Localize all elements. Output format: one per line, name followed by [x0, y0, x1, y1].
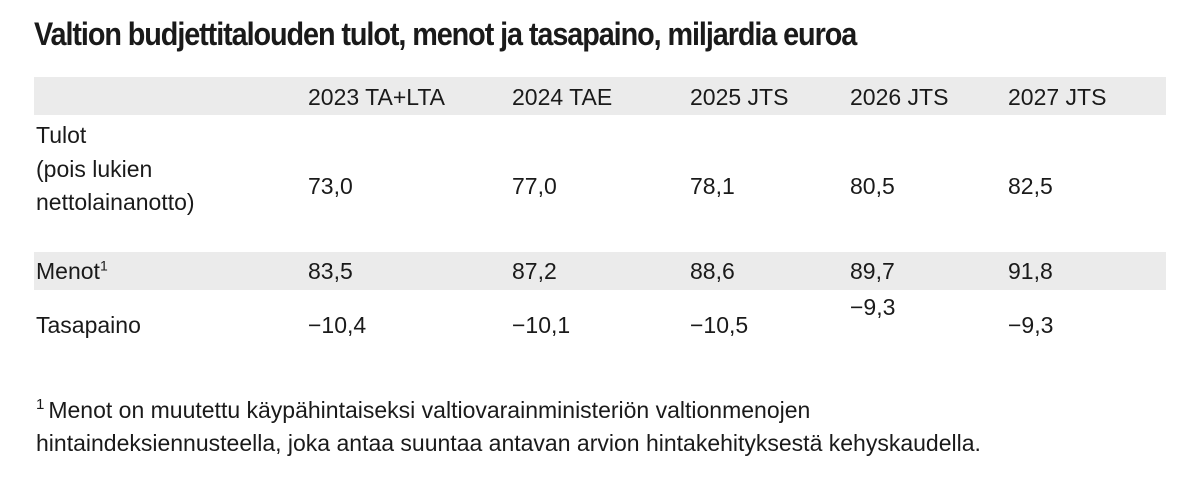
row-label-menot-text: Menot — [36, 258, 100, 284]
column-header-2024: 2024 TAE — [512, 84, 613, 110]
footnote-mark: 1 — [36, 396, 45, 414]
footnote-text-1: Menot on muutettu käypähintaiseksi valti… — [48, 397, 811, 423]
column-header-2025: 2025 JTS — [690, 84, 789, 110]
table-title: Valtion budjettitalouden tulot, menot ja… — [34, 16, 857, 52]
menot-2026: 89,7 — [850, 258, 895, 284]
tulot-2025: 78,1 — [690, 173, 735, 199]
tasapaino-2027: −9,3 — [1008, 312, 1054, 338]
row-label-tasapaino: Tasapaino — [36, 312, 141, 338]
tulot-2027: 82,5 — [1008, 173, 1053, 199]
column-header-2026: 2026 JTS — [850, 84, 949, 110]
tulot-2026: 80,5 — [850, 173, 895, 199]
tulot-2024: 77,0 — [512, 173, 557, 199]
column-header-2027: 2027 JTS — [1008, 84, 1107, 110]
tasapaino-2024: −10,1 — [512, 312, 571, 338]
row-label-tulot-line3: nettolainanotto) — [36, 189, 195, 215]
footnote-line-1: 1 Menot on muutettu käypähintaiseksi valt… — [36, 394, 1176, 427]
tulot-2023: 73,0 — [308, 173, 353, 199]
menot-2027: 91,8 — [1008, 258, 1053, 284]
tasapaino-2026: −9,3 — [850, 294, 896, 320]
menot-2025: 88,6 — [690, 258, 735, 284]
tasapaino-2023: −10,4 — [308, 312, 367, 338]
tasapaino-2025: −10,5 — [690, 312, 749, 338]
footnote-mark-menot: 1 — [99, 257, 108, 274]
footnote-line-2: hintaindeksiennusteella, joka antaa suun… — [36, 430, 981, 456]
footnote: 1 Menot on muutettu käypähintaiseksi valt… — [36, 394, 1176, 460]
row-label-menot: Menot1 — [36, 256, 108, 286]
row-label-tulot-line2: (pois lukien — [36, 156, 153, 182]
menot-row-band — [34, 252, 1166, 290]
header-band — [34, 77, 1166, 115]
row-label-tulot-line1: Tulot — [36, 122, 87, 148]
menot-2023: 83,5 — [308, 258, 353, 284]
menot-2024: 87,2 — [512, 258, 557, 284]
column-header-2023: 2023 TA+LTA — [308, 84, 446, 110]
